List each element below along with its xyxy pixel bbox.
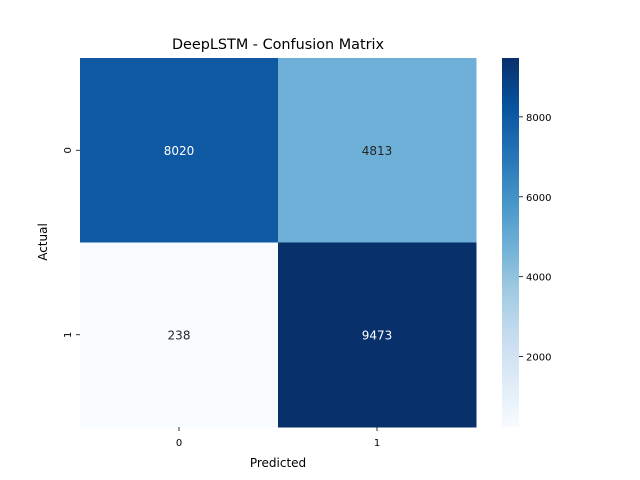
heatmap-cell [278,58,477,243]
x-axis-label: Predicted [250,456,306,470]
colorbar-tick-label: 2000 [526,353,551,364]
heatmap-cell [278,242,477,428]
cell-value-label: 9473 [362,328,393,342]
cell-value-label: 238 [168,328,191,342]
y-axis-label: Actual [36,223,50,261]
colorbar-ticks: 2000 4000 6000 8000 [519,113,551,364]
chart-title: DeepLSTM - Confusion Matrix [172,37,385,53]
y-tick-label: 0 [63,147,74,153]
y-tick-label: 1 [63,332,74,338]
x-tick-label: 1 [374,438,380,449]
cell-value-label: 4813 [362,144,393,158]
cell-value-label: 8020 [164,144,195,158]
y-axis: 01 [63,147,80,338]
colorbar-tick-label: 8000 [526,113,551,124]
x-tick-label: 0 [176,438,182,449]
colorbar-tick-label: 6000 [526,193,551,204]
heatmap-cell [80,58,279,243]
heatmap-cells [80,58,477,428]
heatmap-cell [80,242,279,428]
heatmap-cell-labels: 8020 4813 238 9473 [164,144,393,343]
colorbar-tick-label: 4000 [526,273,551,284]
colorbar [502,58,519,427]
